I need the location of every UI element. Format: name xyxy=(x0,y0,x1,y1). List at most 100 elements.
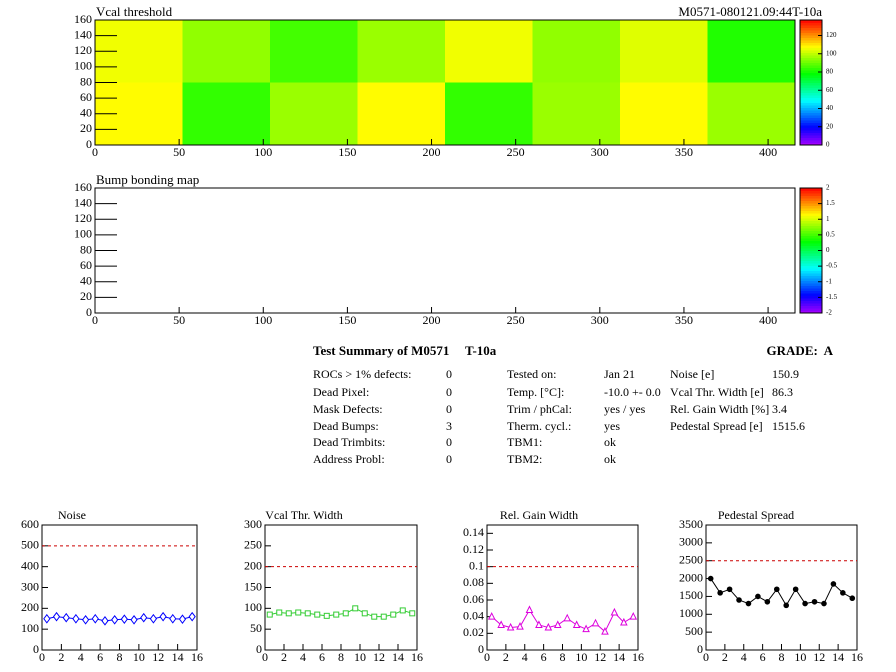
y-tick-label: 100 xyxy=(74,227,92,241)
palette-step xyxy=(800,77,822,81)
marker xyxy=(717,590,723,596)
palette-step xyxy=(800,67,822,71)
marker xyxy=(811,598,818,605)
palette-step xyxy=(800,270,822,274)
palette-step xyxy=(800,95,822,98)
palette-step xyxy=(800,280,822,284)
summary-label: Therm. cycl.: xyxy=(507,419,571,433)
summary-value: yes / yes xyxy=(604,402,646,416)
y-tick-label: 300 xyxy=(21,579,39,593)
palette-label: 0 xyxy=(826,141,830,149)
marker xyxy=(572,620,581,628)
palette-step xyxy=(800,300,822,304)
x-tick-label: 0 xyxy=(39,650,45,664)
marker xyxy=(620,617,628,626)
palette-step xyxy=(800,200,822,204)
palette-step xyxy=(800,97,822,101)
x-tick-label: 150 xyxy=(338,313,356,327)
y-tick-label: 2000 xyxy=(679,570,703,584)
heat-cell xyxy=(707,20,795,83)
summary-label: Address Probl: xyxy=(313,452,385,466)
palette-step xyxy=(800,278,822,281)
marker xyxy=(399,607,406,614)
x-tick-label: 4 xyxy=(78,650,84,664)
marker xyxy=(285,610,292,617)
palette-frame xyxy=(799,19,823,146)
marker xyxy=(535,620,543,628)
chart-title: Rel. Gain Width xyxy=(500,508,578,522)
palette-step xyxy=(800,90,822,93)
y-tick-label: 400 xyxy=(21,558,39,572)
palette-step xyxy=(800,215,822,219)
palette-step xyxy=(800,25,822,28)
marker xyxy=(72,613,80,624)
marker xyxy=(352,605,359,612)
marker xyxy=(361,610,368,617)
y-tick-label: 120 xyxy=(74,43,92,57)
summary-value: 0 xyxy=(446,452,452,466)
marker xyxy=(169,613,177,624)
x-tick-label: 250 xyxy=(507,313,525,327)
y-tick-label: 0 xyxy=(86,305,92,319)
x-tick-label: 100 xyxy=(254,145,272,159)
x-tick-label: 10 xyxy=(575,650,587,664)
palette-step xyxy=(800,198,822,201)
marker xyxy=(821,600,827,607)
palette-step xyxy=(800,110,822,113)
x-tick-label: 300 xyxy=(591,145,609,159)
plot-area xyxy=(95,188,795,313)
x-tick-label: 400 xyxy=(759,313,777,327)
palette-step xyxy=(800,228,822,231)
y-tick-label: 80 xyxy=(80,74,92,88)
marker xyxy=(745,600,752,607)
marker xyxy=(101,615,109,626)
summary-value: 0 xyxy=(446,402,452,416)
marker xyxy=(610,607,619,616)
marker xyxy=(544,622,553,631)
palette-step xyxy=(800,253,822,256)
y-tick-label: 140 xyxy=(74,27,92,41)
marker xyxy=(497,620,505,628)
palette-step xyxy=(800,260,822,264)
x-tick-label: 4 xyxy=(741,650,747,664)
palette-step xyxy=(800,303,822,306)
palette-step xyxy=(800,125,822,128)
marker xyxy=(304,610,311,617)
y-tick-label: 2500 xyxy=(679,552,703,566)
x-tick-label: 14 xyxy=(172,650,184,664)
marker xyxy=(314,611,321,618)
x-tick-label: 14 xyxy=(392,650,404,664)
palette-step xyxy=(800,115,822,118)
palette-step xyxy=(800,265,822,269)
marker xyxy=(266,611,273,618)
y-tick-label: 500 xyxy=(685,624,703,638)
x-tick-label: 4 xyxy=(300,650,306,664)
palette-step xyxy=(800,72,822,76)
palette-step xyxy=(800,50,822,53)
y-tick-label: 20 xyxy=(80,289,92,303)
palette-label: 20 xyxy=(826,122,834,130)
y-tick-label: 200 xyxy=(244,558,262,572)
palette-step xyxy=(800,122,822,126)
summary-value: 1515.6 xyxy=(772,419,805,433)
palette-step xyxy=(800,117,822,121)
summary-value: 0 xyxy=(446,367,452,381)
palette-step xyxy=(800,120,822,123)
x-tick-label: 14 xyxy=(613,650,625,664)
x-tick-label: 0 xyxy=(484,650,490,664)
x-tick-label: 2 xyxy=(503,650,509,664)
heat-cell xyxy=(270,20,358,83)
summary-value: 0 xyxy=(446,435,452,449)
x-tick-label: 0 xyxy=(92,313,98,327)
summary-value: -10.0 +- 0.0 xyxy=(604,385,661,399)
marker xyxy=(380,613,387,620)
palette-step xyxy=(800,193,822,196)
marker xyxy=(783,602,790,609)
palette-step xyxy=(800,92,822,96)
summary-label: Mask Defects: xyxy=(313,402,383,416)
palette-step xyxy=(800,290,822,294)
summary-label: Rel. Gain Width [%] xyxy=(670,402,769,416)
y-tick-label: 0 xyxy=(86,137,92,151)
palette-step xyxy=(800,230,822,234)
x-tick-label: 16 xyxy=(632,650,644,664)
